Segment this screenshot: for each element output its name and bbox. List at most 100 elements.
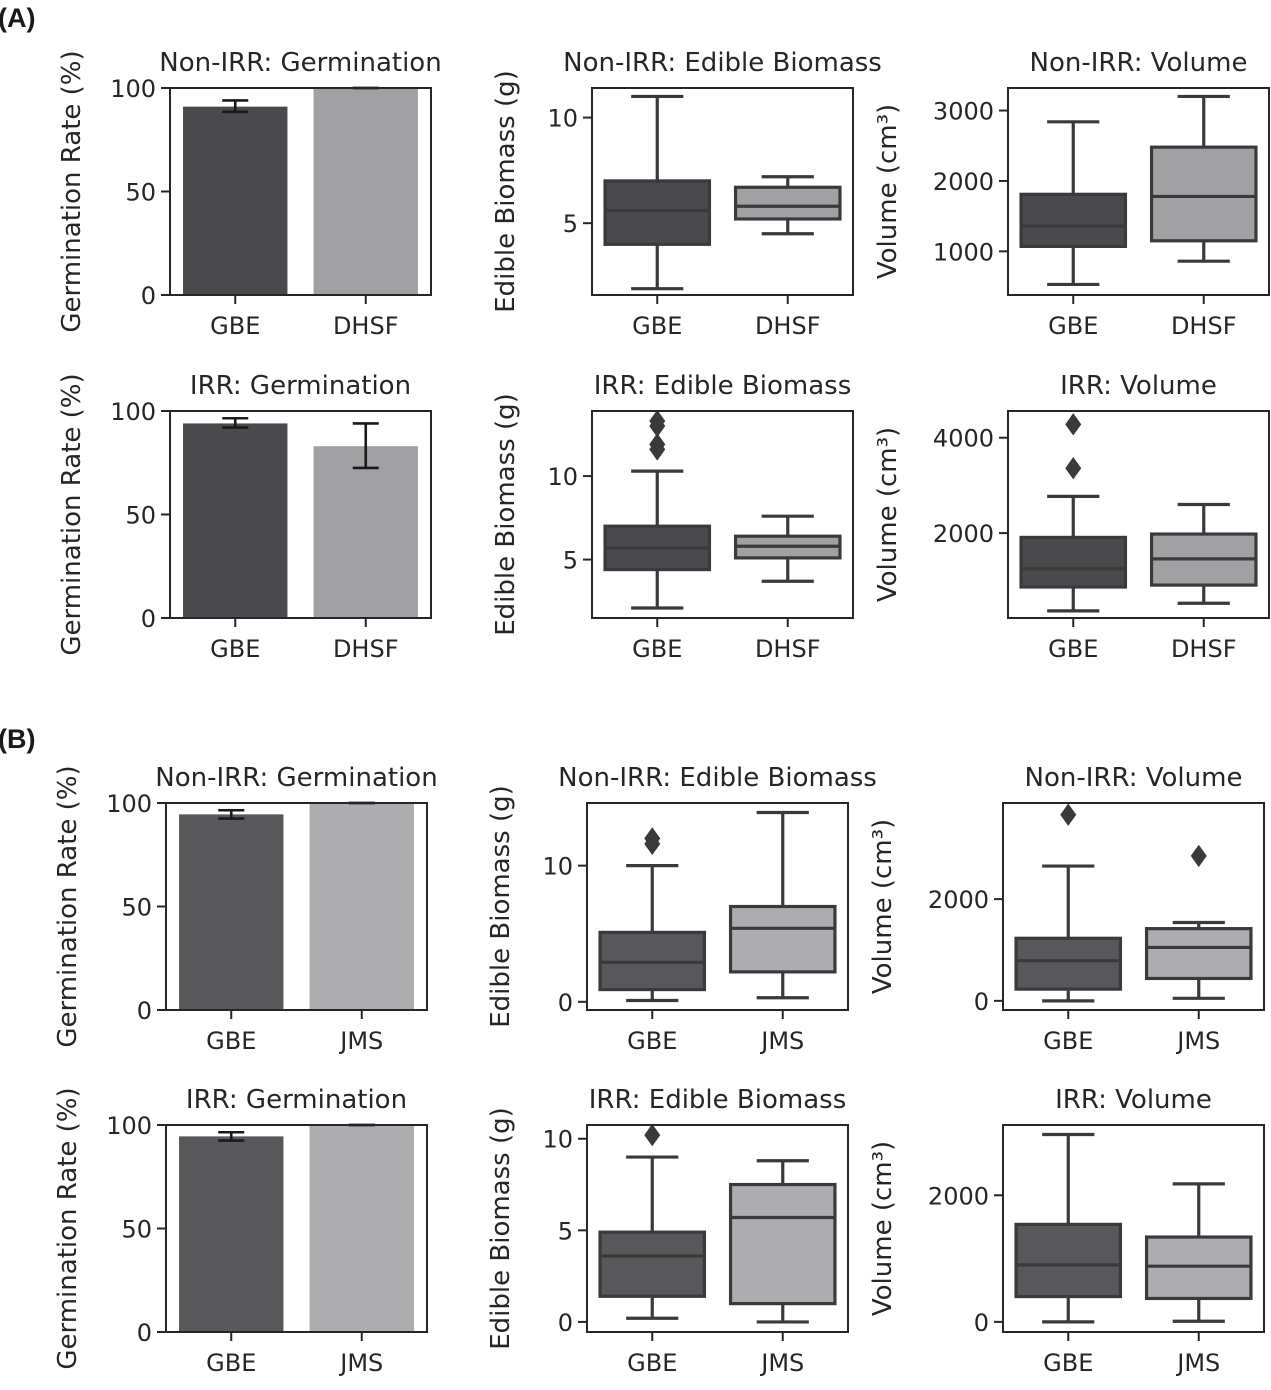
subplot-A-irr-germ: IRR: Germination Germination Rate (%) 0 50 1… bbox=[57, 371, 432, 663]
boxplot-gbe bbox=[1014, 864, 1123, 1003]
box-iqr bbox=[1019, 535, 1128, 589]
x-tick-label: GBE bbox=[1043, 1027, 1093, 1055]
x-tick-label: DHSF bbox=[1171, 312, 1237, 340]
error-bar bbox=[352, 422, 379, 470]
axes-frame bbox=[586, 802, 849, 1011]
bar-gbe bbox=[183, 423, 288, 618]
bar-gbe bbox=[183, 106, 288, 295]
boxplot-gbe bbox=[1019, 120, 1128, 287]
bar-dhsf bbox=[313, 88, 418, 295]
outlier-point bbox=[644, 1123, 661, 1147]
boxplot-jms bbox=[1144, 920, 1253, 1000]
subplot-title: Non-IRR: Volume bbox=[1025, 763, 1243, 793]
y-axis-label: Volume (cm³) bbox=[868, 819, 898, 994]
y-tick-label: 4000 bbox=[933, 425, 994, 453]
y-tick-label: 2000 bbox=[933, 168, 994, 196]
subplot-A-irr-vol: IRR: Volume Volume (cm³) 2000 4000 GBE DHSF bbox=[873, 371, 1270, 663]
outlier-point bbox=[1060, 803, 1077, 826]
subplot-title: Non-IRR: Volume bbox=[1030, 48, 1248, 78]
bar-gbe bbox=[179, 1136, 284, 1332]
y-tick-label: 0 bbox=[137, 1319, 152, 1347]
x-tick-label: DHSF bbox=[333, 312, 399, 340]
error-bar bbox=[218, 808, 245, 820]
subplot-title: Non-IRR: Germination bbox=[159, 48, 441, 78]
y-tick-label: 5 bbox=[563, 547, 578, 575]
y-tick-label: 10 bbox=[547, 105, 578, 133]
y-tick-label: 100 bbox=[106, 790, 152, 818]
x-tick-label: JMS bbox=[759, 1027, 804, 1055]
boxplot-dhsf bbox=[1149, 502, 1258, 605]
x-tick-label: GBE bbox=[632, 635, 682, 663]
x-tick-label: JMS bbox=[759, 1349, 804, 1377]
box-iqr bbox=[598, 1230, 707, 1298]
x-tick-label: GBE bbox=[1048, 312, 1098, 340]
x-tick-label: GBE bbox=[627, 1349, 677, 1377]
box-iqr bbox=[1019, 192, 1128, 249]
error-bar bbox=[218, 1130, 245, 1142]
box-iqr bbox=[1144, 927, 1253, 981]
subplot-title: IRR: Edible Biomass bbox=[594, 371, 852, 401]
axes-frame bbox=[591, 410, 854, 619]
subplot-A-nonirr-vol: Non-IRR: Volume Volume (cm³) 1000 2000 3000 G… bbox=[873, 48, 1270, 340]
y-tick-label: 100 bbox=[110, 75, 156, 103]
x-tick-label: DHSF bbox=[755, 635, 821, 663]
y-tick-label: 3000 bbox=[933, 98, 994, 126]
y-axis-label: Edible Biomass (g) bbox=[486, 785, 516, 1028]
boxplot-gbe bbox=[598, 1155, 707, 1320]
x-tick-label: DHSF bbox=[1171, 635, 1237, 663]
x-tick-label: JMS bbox=[1175, 1027, 1220, 1055]
boxplot-gbe bbox=[598, 864, 707, 1003]
subplot-title: Non-IRR: Germination bbox=[155, 763, 437, 793]
y-tick-label: 0 bbox=[558, 1309, 573, 1337]
box-iqr bbox=[728, 1182, 837, 1306]
subplot-title: IRR: Volume bbox=[1055, 1085, 1212, 1115]
subplot-B-irr-germ: IRR: Germination Germination Rate (%) 0 50 1… bbox=[53, 1085, 428, 1377]
subplot-B-irr-vol: IRR: Volume Volume (cm³) 0 2000 GBE JMS bbox=[868, 1085, 1265, 1377]
axes-frame bbox=[1002, 802, 1265, 1011]
x-tick-label: GBE bbox=[627, 1027, 677, 1055]
y-tick-label: 0 bbox=[141, 605, 156, 633]
y-axis-label: Volume (cm³) bbox=[873, 427, 903, 602]
x-tick-label: GBE bbox=[632, 312, 682, 340]
bar-jms bbox=[309, 1125, 414, 1332]
y-tick-label: 10 bbox=[547, 463, 578, 491]
boxplot-dhsf bbox=[733, 514, 842, 583]
axes-frame bbox=[1007, 410, 1270, 619]
y-tick-label: 2000 bbox=[928, 886, 989, 914]
subplot-title: IRR: Germination bbox=[186, 1085, 407, 1115]
subplot-title: Non-IRR: Edible Biomass bbox=[563, 48, 882, 78]
y-tick-label: 50 bbox=[121, 894, 152, 922]
box-iqr bbox=[733, 185, 842, 221]
boxplot-gbe bbox=[603, 94, 712, 291]
y-tick-label: 50 bbox=[125, 502, 156, 530]
boxplot-dhsf bbox=[733, 175, 842, 236]
outlier-point bbox=[649, 409, 666, 433]
panel-label-b: (B) bbox=[0, 724, 35, 754]
boxplot-gbe bbox=[603, 469, 712, 610]
x-tick-label: GBE bbox=[1048, 635, 1098, 663]
subplot-A-irr-bio: IRR: Edible Biomass Edible Biomass (g) 5 10… bbox=[491, 371, 854, 663]
subplots: Non-IRR: Germination Germination Rate (%)… bbox=[53, 48, 1270, 1377]
subplot-title: IRR: Edible Biomass bbox=[589, 1085, 847, 1115]
x-tick-label: JMS bbox=[338, 1027, 383, 1055]
y-axis-label: Edible Biomass (g) bbox=[491, 70, 521, 313]
subplot-title: IRR: Volume bbox=[1060, 371, 1217, 401]
y-axis-label: Germination Rate (%) bbox=[57, 373, 87, 655]
x-tick-label: JMS bbox=[338, 1349, 383, 1377]
boxplot-jms bbox=[728, 810, 837, 1000]
y-tick-label: 0 bbox=[974, 988, 989, 1016]
subplot-title: Non-IRR: Edible Biomass bbox=[558, 763, 877, 793]
y-axis-label: Volume (cm³) bbox=[873, 104, 903, 279]
x-tick-label: GBE bbox=[206, 1349, 256, 1377]
y-axis-label: Volume (cm³) bbox=[868, 1141, 898, 1316]
subplot-title: IRR: Germination bbox=[190, 371, 411, 401]
boxplot-gbe bbox=[1014, 1132, 1123, 1324]
y-axis-label: Edible Biomass (g) bbox=[486, 1107, 516, 1350]
boxplot-dhsf bbox=[1149, 94, 1258, 263]
x-tick-label: GBE bbox=[210, 312, 260, 340]
outlier-point bbox=[649, 433, 666, 456]
y-tick-label: 10 bbox=[542, 853, 573, 881]
y-tick-label: 0 bbox=[137, 997, 152, 1025]
x-tick-label: DHSF bbox=[755, 312, 821, 340]
subplot-B-irr-bio: IRR: Edible Biomass Edible Biomass (g) 0 5 1… bbox=[486, 1085, 849, 1377]
